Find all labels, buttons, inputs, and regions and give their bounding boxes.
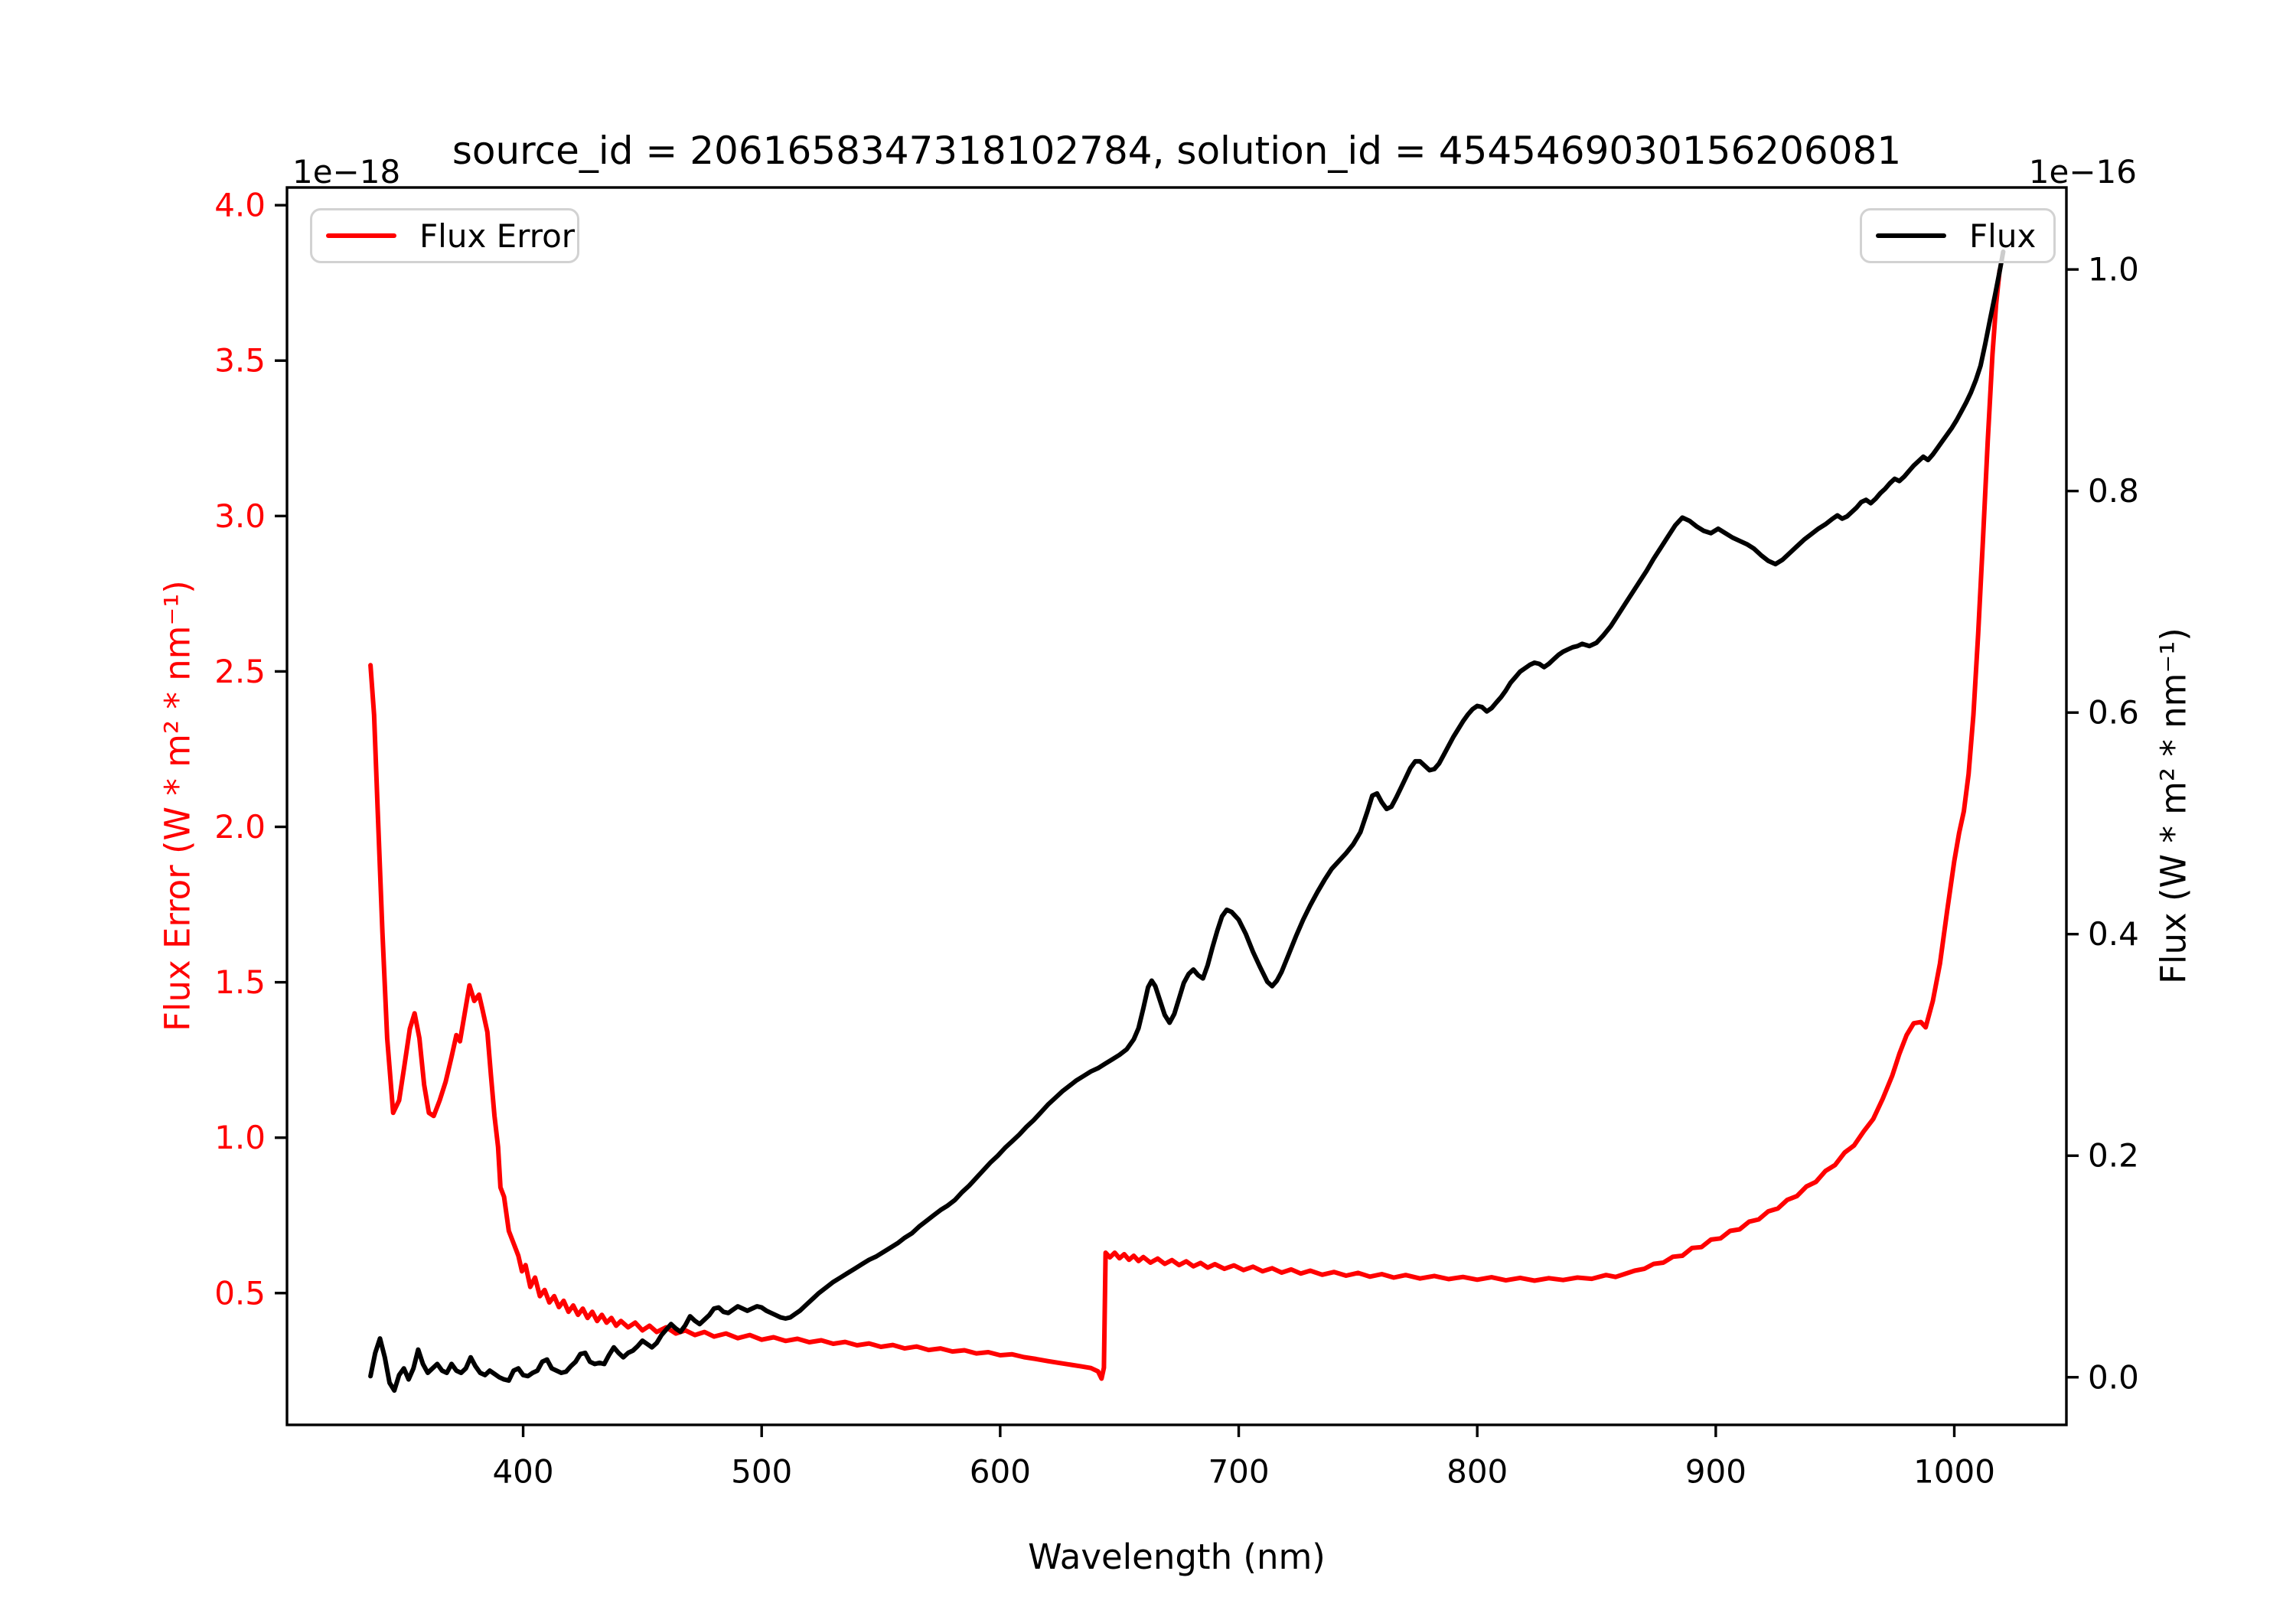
series-flux: [368, 249, 2006, 1393]
right-axis-label: Flux (W * m² * nm⁻¹): [2153, 627, 2194, 984]
left-tick-label: 1.5: [214, 963, 266, 1001]
x-tick-label: 600: [970, 1453, 1031, 1491]
left-tick-label: 3.5: [214, 342, 266, 380]
left-tick-label: 3.0: [214, 497, 266, 535]
right-tick-label: 0.8: [2088, 472, 2139, 510]
axes-spines: [285, 186, 2068, 1426]
x-tick-label: 900: [1685, 1453, 1746, 1491]
right-tick-label: 0.2: [2088, 1137, 2139, 1175]
x-tick-label: 400: [492, 1453, 553, 1491]
right-tick-label: 1.0: [2088, 251, 2139, 288]
right-tick-label: 0.6: [2088, 694, 2139, 732]
left-axis-offset-text: 1e−18: [292, 153, 401, 191]
x-tick-label: 800: [1446, 1453, 1508, 1491]
left-tick-label: 4.0: [214, 187, 266, 224]
right-axis-offset-text: 1e−16: [2028, 153, 2137, 191]
legend-flux: Flux: [1860, 208, 2056, 263]
left-tick-label: 1.0: [214, 1119, 266, 1156]
left-axis-label: Flux Error (W * m² * nm⁻¹): [157, 580, 198, 1032]
legend-flux-error-line-sample: [326, 233, 396, 238]
x-tick-label: 700: [1208, 1453, 1269, 1491]
right-tick-label: 0.0: [2088, 1358, 2139, 1396]
legend-flux-error: Flux Error: [310, 208, 579, 263]
chart-title: source_id = 2061658347318102784, solutio…: [452, 129, 1902, 173]
legend-flux-error-label: Flux Error: [419, 217, 576, 255]
left-tick-label: 2.5: [214, 653, 266, 690]
x-tick-label: 500: [731, 1453, 792, 1491]
series-flux-error: [368, 268, 2002, 1381]
left-tick-label: 0.5: [214, 1274, 266, 1312]
right-tick-label: 0.4: [2088, 915, 2139, 953]
legend-flux-label: Flux: [1969, 217, 2037, 255]
legend-flux-line-sample: [1876, 233, 1946, 238]
x-tick-label: 1000: [1913, 1453, 1995, 1491]
x-axis-label: Wavelength (nm): [1028, 1537, 1326, 1577]
left-tick-label: 2.0: [214, 808, 266, 846]
